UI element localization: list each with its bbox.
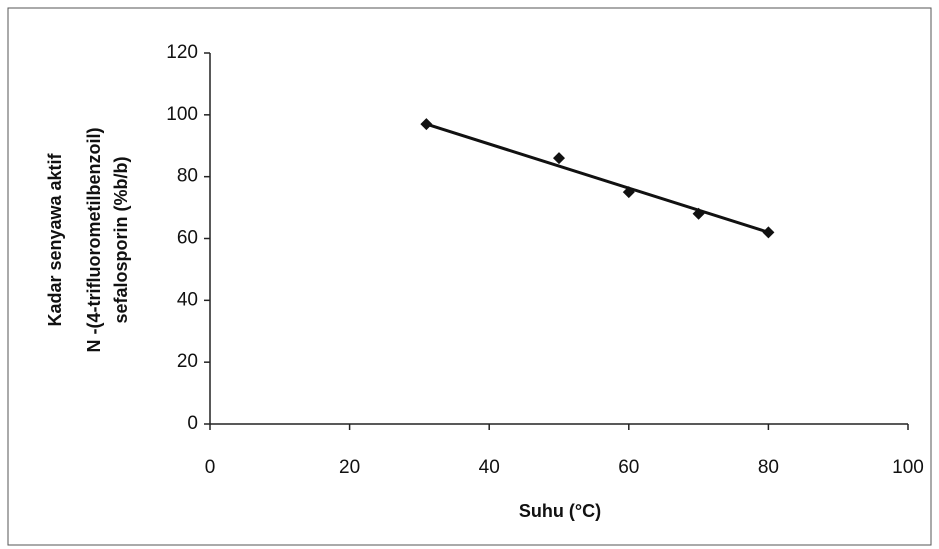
y-tick-label: 40 <box>177 289 198 310</box>
y-axis-label: sefalosporin (%b/b) <box>111 156 131 323</box>
x-tick-label: 100 <box>892 457 924 478</box>
x-axis-label: Suhu (°C) <box>519 501 601 521</box>
chart: Suhu (°C) Kadar senyawa aktif N -(4-trif… <box>0 0 939 549</box>
y-tick-label: 20 <box>177 351 198 372</box>
x-tick-label: 20 <box>339 457 360 478</box>
y-tick-label: 0 <box>187 413 198 434</box>
x-tick-label: 80 <box>758 457 779 478</box>
y-tick-label: 100 <box>166 104 198 125</box>
y-tick-label: 120 <box>166 42 198 63</box>
y-tick-label: 60 <box>177 228 198 249</box>
y-axis-label: Kadar senyawa aktif <box>45 152 65 326</box>
x-tick-label: 0 <box>205 457 216 478</box>
x-tick-label: 40 <box>479 457 500 478</box>
y-tick-label: 80 <box>177 166 198 187</box>
x-tick-label: 60 <box>618 457 639 478</box>
chart-frame <box>8 8 931 545</box>
y-axis-label: N -(4-trifluorometilbenzoil) <box>84 128 104 353</box>
